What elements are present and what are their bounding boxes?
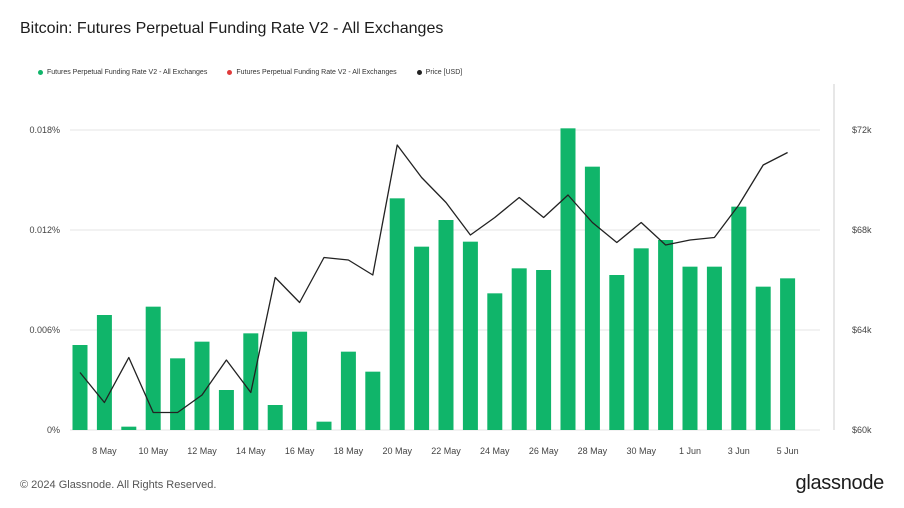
legend-swatch-funding-rate bbox=[38, 70, 43, 75]
funding-rate-bar bbox=[755, 286, 771, 430]
funding-rate-bar bbox=[340, 351, 356, 430]
funding-rate-bar bbox=[145, 306, 161, 430]
x-tick-label: 22 May bbox=[431, 446, 461, 456]
x-tick-label: 3 Jun bbox=[728, 446, 750, 456]
y-right-tick-label: $60k bbox=[852, 425, 872, 435]
funding-rate-bar bbox=[682, 266, 698, 430]
y-left-tick-label: 0.012% bbox=[29, 225, 60, 235]
x-tick-label: 30 May bbox=[626, 446, 656, 456]
x-tick-label: 5 Jun bbox=[777, 446, 799, 456]
funding-rate-bar bbox=[365, 371, 381, 430]
x-tick-label: 28 May bbox=[578, 446, 608, 456]
funding-rate-bar bbox=[218, 390, 234, 430]
funding-rate-bar bbox=[170, 358, 186, 430]
funding-rate-bar bbox=[706, 266, 722, 430]
y-left-tick-label: 0% bbox=[47, 425, 60, 435]
price-line bbox=[79, 144, 788, 414]
funding-rate-bar bbox=[121, 426, 137, 430]
legend-item-funding-rate-negative[interactable]: Futures Perpetual Funding Rate V2 - All … bbox=[227, 69, 397, 76]
funding-rate-bar bbox=[658, 240, 674, 430]
funding-rate-bar bbox=[414, 246, 430, 430]
funding-rate-bar bbox=[560, 128, 576, 431]
funding-rate-bar bbox=[609, 275, 625, 430]
funding-rate-bar bbox=[731, 206, 747, 430]
legend-swatch-funding-rate-negative bbox=[227, 70, 233, 75]
funding-rate-bar bbox=[438, 220, 454, 430]
x-tick-label: 1 Jun bbox=[679, 446, 701, 456]
funding-rate-bar bbox=[389, 198, 405, 430]
x-tick-label: 26 May bbox=[529, 446, 559, 456]
y-right-tick-label: $68k bbox=[852, 225, 872, 235]
x-tick-label: 18 May bbox=[334, 446, 364, 456]
x-tick-label: 12 May bbox=[187, 446, 217, 456]
funding-rate-bar bbox=[194, 341, 210, 430]
legend-label-funding-rate-negative: Futures Perpetual Funding Rate V2 - All … bbox=[236, 69, 397, 76]
funding-rate-bar bbox=[243, 333, 259, 430]
legend-item-price[interactable]: Price [USD] bbox=[416, 69, 463, 76]
x-tick-label: 14 May bbox=[236, 446, 266, 456]
legend: Futures Perpetual Funding Rate V2 - All … bbox=[38, 69, 462, 76]
chart-title: Bitcoin: Futures Perpetual Funding Rate … bbox=[20, 20, 444, 37]
funding-rate-bar bbox=[267, 405, 283, 430]
y-left-tick-label: 0.006% bbox=[29, 325, 60, 335]
y-right-tick-label: $72k bbox=[852, 125, 872, 135]
funding-rate-bar bbox=[96, 315, 112, 430]
x-tick-label: 10 May bbox=[138, 446, 168, 456]
funding-rate-bar bbox=[292, 331, 308, 430]
y-right-tick-label: $64k bbox=[852, 325, 872, 335]
funding-rate-bar bbox=[72, 345, 88, 430]
x-tick-label: 16 May bbox=[285, 446, 315, 456]
funding-rate-bar bbox=[536, 270, 552, 430]
legend-label-price: Price [USD] bbox=[425, 69, 463, 76]
legend-item-funding-rate[interactable]: Futures Perpetual Funding Rate V2 - All … bbox=[38, 69, 207, 76]
funding-rate-bar bbox=[584, 166, 600, 430]
legend-label-funding-rate: Futures Perpetual Funding Rate V2 - All … bbox=[47, 69, 208, 76]
y-left-tick-label: 0.018% bbox=[29, 125, 60, 135]
funding-rate-bar bbox=[633, 248, 649, 430]
funding-rate-bar bbox=[462, 241, 478, 430]
funding-rate-bar bbox=[487, 293, 503, 430]
copyright-text: © 2024 Glassnode. All Rights Reserved. bbox=[20, 479, 217, 491]
glassnode-logo: glassnode bbox=[795, 472, 885, 494]
x-tick-label: 24 May bbox=[480, 446, 510, 456]
legend-swatch-price bbox=[416, 70, 422, 75]
x-tick-label: 8 May bbox=[92, 446, 117, 456]
x-tick-label: 20 May bbox=[382, 446, 412, 456]
funding-rate-bar bbox=[780, 278, 796, 430]
funding-rate-bar bbox=[316, 421, 332, 430]
funding-rate-bar bbox=[511, 268, 527, 430]
